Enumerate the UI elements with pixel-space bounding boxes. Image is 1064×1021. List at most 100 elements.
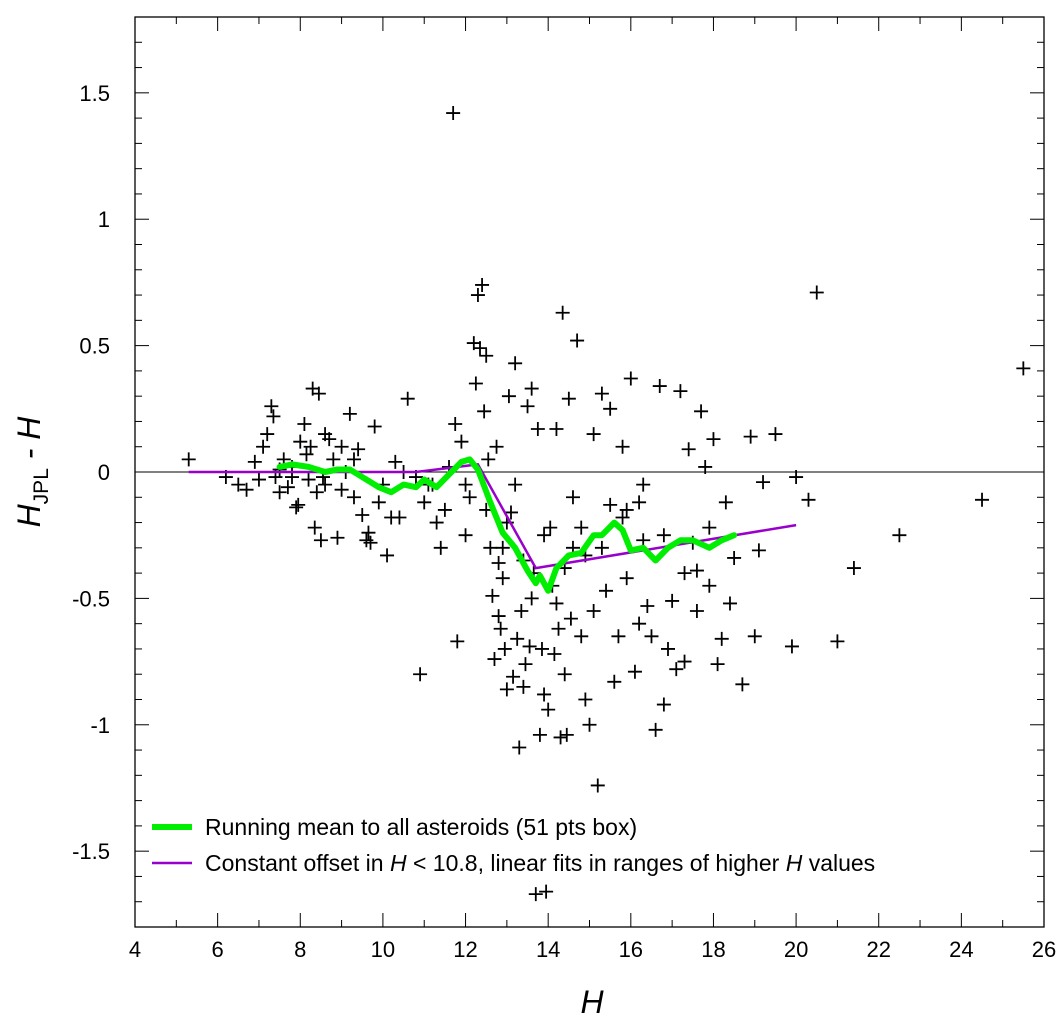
asteroid-point <box>574 520 589 535</box>
asteroid-point <box>694 404 709 419</box>
asteroid-point <box>487 652 502 667</box>
y-tick-label: 1.5 <box>79 81 110 106</box>
legend-label-fits: Constant offset in H < 10.8, linear fits… <box>205 850 875 876</box>
asteroid-point <box>485 588 500 603</box>
asteroid-point <box>594 386 609 401</box>
asteroid-point <box>239 482 254 497</box>
asteroid-point <box>706 432 721 447</box>
asteroid-point <box>400 391 415 406</box>
asteroid-point <box>561 391 576 406</box>
asteroid-point <box>784 639 799 654</box>
asteroid-point <box>334 482 349 497</box>
asteroid-point <box>264 399 279 414</box>
asteroid-point <box>570 333 585 348</box>
running-mean-line <box>276 456 738 594</box>
asteroid-point <box>743 429 758 444</box>
asteroid-point <box>632 495 647 510</box>
asteroid-point <box>522 639 537 654</box>
asteroid-point <box>297 416 312 431</box>
asteroid-point <box>303 439 318 454</box>
asteroid-point <box>491 609 506 624</box>
x-tick-label: 6 <box>212 937 224 962</box>
asteroid-point <box>458 528 473 543</box>
asteroid-point <box>539 884 554 899</box>
asteroid-point <box>342 406 357 421</box>
asteroid-point <box>557 667 572 682</box>
asteroid-point <box>322 432 337 447</box>
asteroid-point <box>454 434 469 449</box>
x-tick-label: 24 <box>949 937 973 962</box>
asteroid-point <box>326 452 341 467</box>
asteroid-point <box>677 654 692 669</box>
asteroid-point <box>530 422 545 437</box>
asteroid-point <box>644 629 659 644</box>
asteroid-point <box>541 702 556 717</box>
x-tick-label: 20 <box>784 937 808 962</box>
asteroid-point <box>751 543 766 558</box>
asteroid-point <box>677 566 692 581</box>
x-tick-label: 14 <box>536 937 560 962</box>
asteroid-point <box>506 669 521 684</box>
asteroid-point <box>468 376 483 391</box>
asteroid-point <box>661 641 676 656</box>
asteroid-point <box>470 288 485 303</box>
x-tick-label: 26 <box>1032 937 1056 962</box>
asteroid-point <box>627 664 642 679</box>
asteroid-point <box>846 561 861 576</box>
asteroid-point <box>501 389 516 404</box>
asteroid-point <box>532 727 547 742</box>
asteroid-point <box>518 657 533 672</box>
asteroid-point <box>293 434 308 449</box>
asteroid-point <box>768 427 783 442</box>
asteroid-point <box>543 520 558 535</box>
asteroid-point <box>417 495 432 510</box>
asteroid-point <box>491 556 506 570</box>
asteroid-point <box>1016 361 1031 376</box>
asteroid-point <box>473 341 488 356</box>
asteroid-point <box>508 477 523 492</box>
asteroid-point <box>656 697 671 712</box>
asteroid-point <box>481 452 496 467</box>
x-axis-title: H <box>580 984 604 1020</box>
asteroid-point <box>590 778 605 793</box>
asteroid-point <box>497 641 512 656</box>
asteroid-point <box>334 439 349 454</box>
asteroid-point <box>251 472 266 487</box>
asteroid-point <box>756 475 771 490</box>
asteroid-point <box>361 525 376 540</box>
asteroid-point <box>429 515 444 530</box>
asteroid-point <box>448 416 463 431</box>
asteroid-point <box>830 634 845 649</box>
asteroid-point <box>318 477 333 492</box>
asteroid-point <box>495 571 510 586</box>
asteroid-point <box>534 641 549 656</box>
asteroid-point <box>648 722 663 737</box>
asteroid-point <box>652 379 667 394</box>
legend-label-part: < 10.8, linear fits in ranges of higher <box>407 850 786 876</box>
asteroid-point <box>446 106 461 121</box>
asteroid-point <box>801 492 816 507</box>
asteroid-point <box>524 591 539 606</box>
asteroid-point <box>537 687 552 702</box>
asteroid-point <box>689 604 704 619</box>
asteroid-point <box>458 477 473 492</box>
asteroid-point <box>689 563 704 578</box>
legend-label-part: H <box>390 850 407 876</box>
asteroid-point <box>681 442 696 457</box>
asteroid-point <box>479 348 494 363</box>
asteroid-point <box>892 528 907 543</box>
asteroid-point <box>510 631 525 646</box>
asteroid-point <box>669 662 684 677</box>
asteroid-point <box>503 505 518 520</box>
legend: Running mean to all asteroids (51 pts bo… <box>152 814 875 876</box>
asteroid-point <box>565 490 580 505</box>
asteroid-point <box>594 540 609 555</box>
asteroid-point <box>291 497 306 512</box>
asteroid-point <box>260 427 275 442</box>
asteroid-point <box>656 528 671 543</box>
asteroid-point <box>346 452 361 467</box>
asteroid-point <box>615 510 630 525</box>
asteroid-point <box>623 371 638 386</box>
asteroid-point <box>413 667 428 682</box>
